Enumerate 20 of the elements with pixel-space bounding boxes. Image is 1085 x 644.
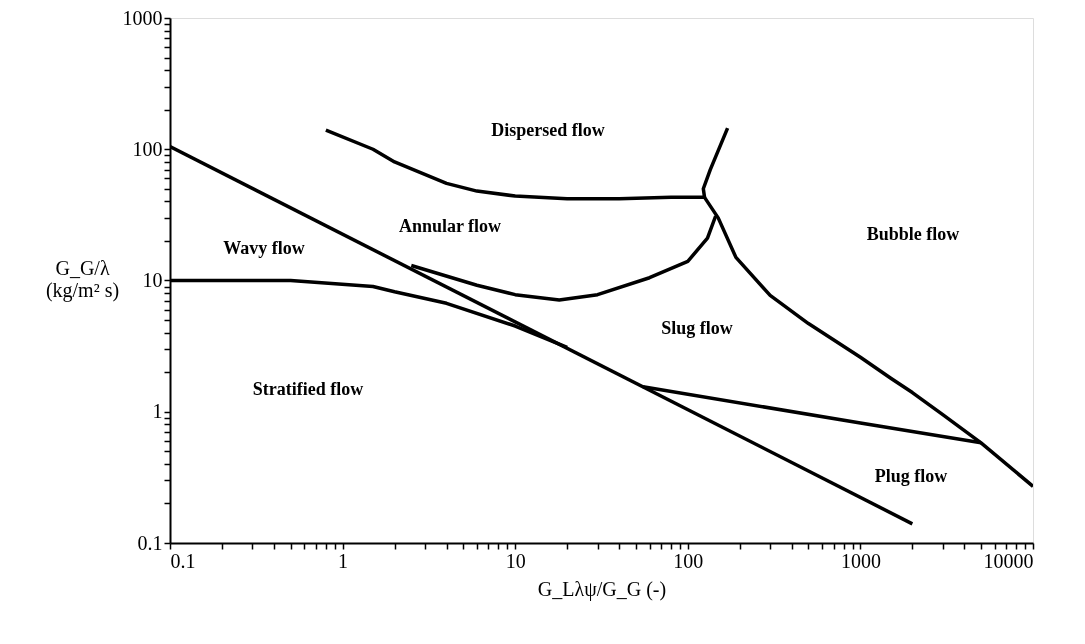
y-tick-label: 1 xyxy=(152,400,163,423)
x-tick-label: 10000 xyxy=(983,549,1034,572)
y-axis-title: G_G/λ (kg/m² s) xyxy=(45,256,120,302)
x-axis-title: G_Lλψ/G_G (-) xyxy=(537,577,667,601)
y-tick-label: 10 xyxy=(142,269,163,291)
annotation: Stratified flow xyxy=(252,379,364,399)
annotation: Wavy flow xyxy=(223,238,305,258)
x-tick-label: 10 xyxy=(505,549,526,572)
annotation: Annular flow xyxy=(398,216,502,236)
annotation: Plug flow xyxy=(874,466,948,486)
annotation: Slug flow xyxy=(661,318,733,338)
y-tick-label: 1000 xyxy=(122,6,163,29)
annotation: Bubble flow xyxy=(866,224,960,244)
x-tick-label: 100 xyxy=(673,549,704,572)
x-tick-label: 1 xyxy=(338,549,349,572)
y-tick-label: 0.1 xyxy=(137,531,163,554)
y-tick-label: 100 xyxy=(132,137,163,160)
x-tick-label: 0.1 xyxy=(170,549,196,572)
x-tick-label: 1000 xyxy=(840,549,881,572)
annotation: Dispersed flow xyxy=(491,120,605,140)
